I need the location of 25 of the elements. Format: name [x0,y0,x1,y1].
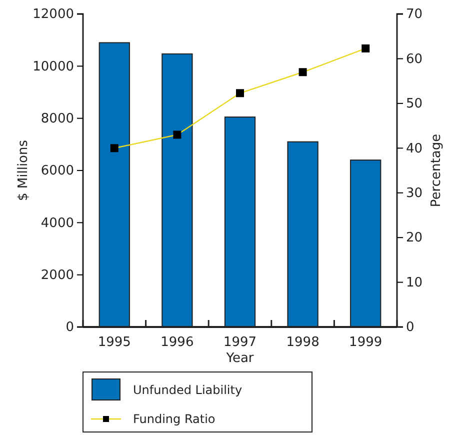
y-tick-label: 6000 [40,164,74,179]
y-axis-title: $ Millions [16,140,31,202]
y2-tick-label: 20 [406,230,423,246]
x-tick-label: 1999 [349,335,382,350]
y2-tick-label: 30 [406,186,423,202]
legend-label: Unfunded Liability [133,383,242,397]
y2-tick-label: 70 [406,7,423,22]
x-axis-title: Year [225,351,254,366]
y-tick-label: 4000 [40,216,74,231]
x-tick-label: 1997 [223,335,257,350]
x-tick-label: 1998 [286,335,320,350]
y2-tick-label: 50 [406,96,423,112]
y-tick-label: 2000 [40,268,74,283]
x-tick-label: 1996 [160,335,194,350]
y2-axis-title: Percentage [429,134,444,208]
x-tick-label: 1995 [98,335,131,350]
y-tick-label: 10000 [32,59,74,74]
legend-label: Funding Ratio [133,412,216,426]
y2-tick-label: 0 [406,320,414,336]
y2-tick-label: 40 [406,141,423,156]
y2-tick-label: 10 [406,275,423,290]
y-tick-label: 8000 [40,111,74,126]
y-tick-label: 12000 [32,7,74,22]
y-tick-label: 0 [66,320,74,336]
y2-tick-label: 60 [406,52,423,67]
